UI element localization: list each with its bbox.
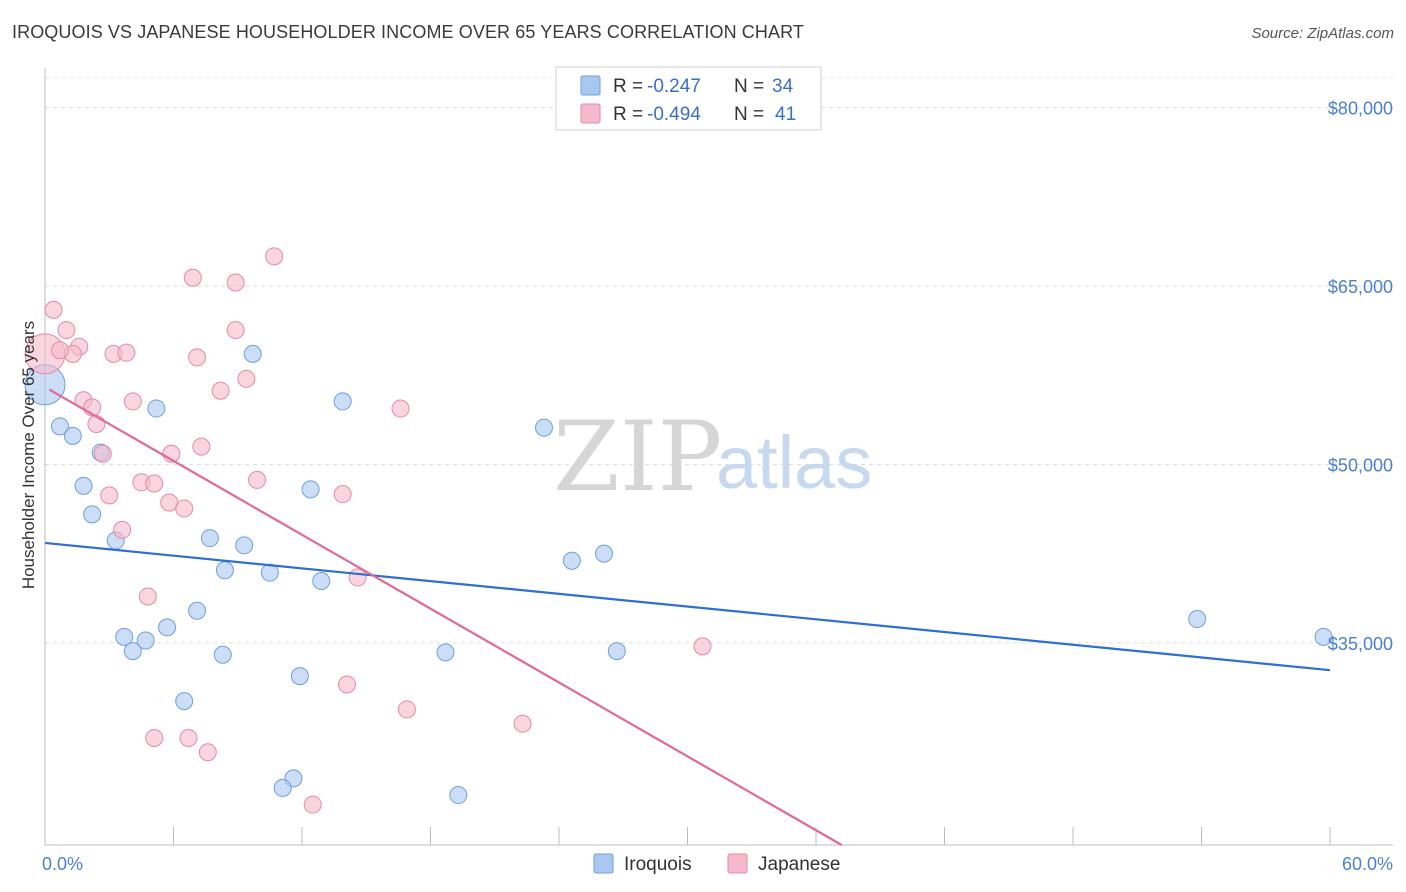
legend-r-label: R = (613, 104, 643, 125)
data-point-japanese (333, 485, 352, 504)
data-point-iroquois (74, 476, 93, 495)
legend-bottom: Iroquois Japanese (593, 853, 840, 875)
legend-top: R = -0.247 N = 34 R = -0.494 N = 41 (555, 66, 822, 131)
legend-swatch-iroquois (580, 75, 601, 96)
x-tick-label-max: 60.0% (1342, 854, 1393, 874)
data-point-iroquois (594, 544, 613, 563)
data-point-iroquois (83, 505, 102, 524)
data-point-japanese (57, 321, 76, 340)
data-point-japanese (198, 743, 217, 762)
data-point-iroquois (123, 642, 142, 661)
data-point-japanese (179, 728, 198, 747)
watermark-zip: ZIP (553, 401, 722, 513)
data-point-japanese (513, 714, 532, 733)
data-point-iroquois (1188, 610, 1207, 629)
data-point-iroquois (535, 418, 554, 437)
data-point-iroquois (562, 551, 581, 570)
data-point-iroquois (213, 645, 232, 664)
data-point-japanese (693, 637, 712, 656)
data-point-iroquois (188, 601, 207, 620)
trend-lines (44, 388, 1331, 846)
y-axis-label: Householder Income Over 65 years (19, 321, 38, 589)
data-point-iroquois (215, 561, 234, 580)
data-point-iroquois (449, 786, 468, 805)
data-point-japanese (113, 520, 132, 539)
data-point-japanese (123, 392, 142, 411)
watermark: ZIP atlas (553, 401, 872, 513)
data-point-japanese (192, 437, 211, 456)
data-point-japanese (145, 474, 164, 493)
data-point-iroquois (243, 344, 262, 363)
legend-label-japanese: Japanese (758, 854, 840, 875)
data-point-japanese (226, 321, 245, 340)
data-point-japanese (175, 499, 194, 518)
legend-n-value: 41 (775, 104, 796, 125)
legend-n-label: N = (734, 76, 764, 97)
data-point-japanese (117, 343, 136, 362)
y-tick-label: $65,000 (1328, 277, 1393, 297)
data-point-iroquois (115, 627, 134, 646)
source-note: Source: ZipAtlas.com (1251, 25, 1394, 42)
trend-line-iroquois (44, 541, 1331, 672)
data-point-iroquois (235, 536, 254, 555)
x-tick-label-min: 0.0% (42, 854, 83, 874)
legend-swatch-iroquois (593, 853, 614, 874)
data-point-iroquois (312, 571, 331, 590)
data-point-iroquois (147, 399, 166, 418)
data-point-iroquois (50, 417, 69, 436)
data-point-japanese (160, 493, 179, 512)
data-point-japanese (50, 341, 69, 360)
data-point-iroquois (1314, 627, 1333, 646)
data-points (24, 247, 1333, 814)
legend-swatch-japanese (727, 853, 748, 874)
data-point-iroquois (301, 480, 320, 499)
data-point-iroquois (607, 642, 626, 661)
legend-n-label: N = (734, 104, 764, 125)
data-point-japanese (183, 268, 202, 287)
y-tick-label: $80,000 (1328, 99, 1393, 119)
data-point-japanese (44, 300, 63, 319)
data-point-japanese (397, 700, 416, 719)
legend-r-label: R = (613, 76, 643, 97)
data-point-japanese (145, 728, 164, 747)
data-point-iroquois (158, 618, 177, 637)
data-point-iroquois (290, 667, 309, 686)
data-point-iroquois (200, 529, 219, 548)
data-point-iroquois (436, 643, 455, 662)
data-point-japanese (138, 587, 157, 606)
chart-title: IROQUOIS VS JAPANESE HOUSEHOLDER INCOME … (12, 22, 804, 42)
legend-r-value: -0.494 (647, 104, 701, 125)
legend-r-value: -0.247 (647, 76, 701, 97)
axes (44, 68, 1393, 846)
data-point-japanese (237, 369, 256, 388)
data-point-japanese (87, 415, 106, 434)
data-point-iroquois (63, 426, 82, 445)
data-point-japanese (100, 486, 119, 505)
y-tick-label: $50,000 (1328, 455, 1393, 475)
data-point-japanese (265, 247, 284, 266)
data-point-iroquois (273, 778, 292, 797)
data-point-iroquois (136, 631, 155, 650)
data-point-japanese (391, 399, 410, 418)
legend-n-value: 34 (772, 76, 794, 97)
data-point-japanese (303, 795, 322, 814)
watermark-atlas: atlas (716, 421, 872, 504)
data-point-iroquois (175, 692, 194, 711)
data-point-japanese (93, 444, 112, 463)
trend-line-japanese (48, 388, 843, 846)
data-point-japanese (188, 348, 207, 367)
data-point-japanese (226, 273, 245, 292)
data-point-iroquois (333, 392, 352, 411)
data-point-japanese (248, 470, 267, 489)
legend-swatch-japanese (580, 103, 601, 124)
data-point-japanese (337, 675, 356, 694)
legend-label-iroquois: Iroquois (624, 854, 692, 875)
y-tick-label: $35,000 (1328, 634, 1393, 654)
data-point-japanese (211, 381, 230, 400)
tick-labels: $35,000 $50,000 $65,000 $80,000 (1328, 99, 1393, 654)
